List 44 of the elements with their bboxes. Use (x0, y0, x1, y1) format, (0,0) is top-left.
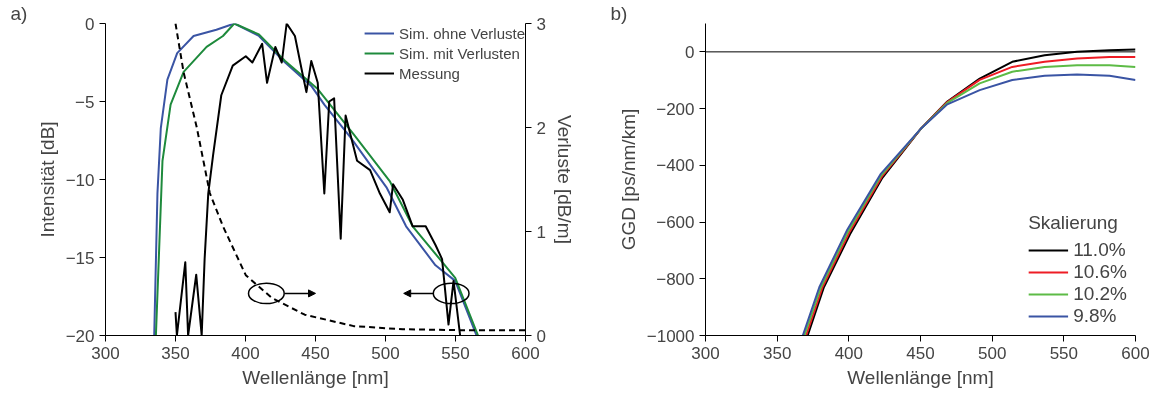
y-tick-label: −15 (65, 248, 95, 268)
x-tick-label: 550 (441, 343, 470, 363)
y-tick-label: 0 (85, 14, 95, 34)
x-tick-label: 550 (1049, 343, 1079, 363)
legend-title: Skalierung (1028, 212, 1119, 234)
legend-label: 10.6% (1073, 261, 1127, 283)
y-tick-label: −200 (656, 99, 695, 119)
y2-axis-title: Verluste [dB/m] (553, 115, 575, 244)
y-tick-label: 0 (685, 42, 695, 62)
legend-label: 9.8% (1073, 305, 1117, 327)
y2-tick-label: 0 (536, 326, 546, 346)
y-tick-label: −600 (656, 213, 695, 233)
y2-tick-label: 3 (536, 14, 546, 34)
x-tick-label: 500 (977, 343, 1007, 363)
legend-label: Sim. mit Verlusten (399, 44, 520, 62)
legend-label: 11.0% (1073, 239, 1126, 261)
x-tick-label: 500 (371, 343, 400, 363)
y-tick-label: −800 (656, 269, 695, 289)
legend-label: Messung (399, 64, 460, 82)
x-tick-label: 350 (762, 343, 792, 363)
y-tick-label: −10 (65, 170, 95, 190)
x-tick-label: 600 (1121, 343, 1150, 363)
y-axis-title: Intensität [dB] (36, 121, 58, 238)
y-tick-label: −5 (75, 92, 95, 112)
x-tick-label: 400 (834, 343, 864, 363)
y-tick-label: −20 (65, 326, 95, 346)
legend-label: 10.2% (1073, 283, 1127, 305)
x-tick-label: 300 (91, 343, 120, 363)
y-axis-title: GGD [ps/nm/km] (617, 108, 639, 251)
x-axis-title: Wellenlänge [nm] (847, 366, 994, 388)
y2-tick-label: 2 (536, 118, 546, 138)
x-tick-label: 600 (511, 343, 540, 363)
y-tick-label: −400 (656, 156, 695, 176)
legend-label: Sim. ohne Verluste (399, 24, 525, 42)
text: a) (10, 2, 28, 24)
x-tick-label: 300 (691, 343, 720, 363)
y2-tick-label: 1 (536, 222, 546, 242)
x-tick-label: 400 (231, 343, 260, 363)
text: b) (610, 2, 628, 24)
x-tick-label: 450 (301, 343, 330, 363)
y-tick-label: −1000 (646, 326, 695, 346)
x-tick-label: 350 (161, 343, 190, 363)
x-tick-label: 450 (906, 343, 935, 363)
x-axis-title: Wellenlänge [nm] (242, 366, 389, 388)
